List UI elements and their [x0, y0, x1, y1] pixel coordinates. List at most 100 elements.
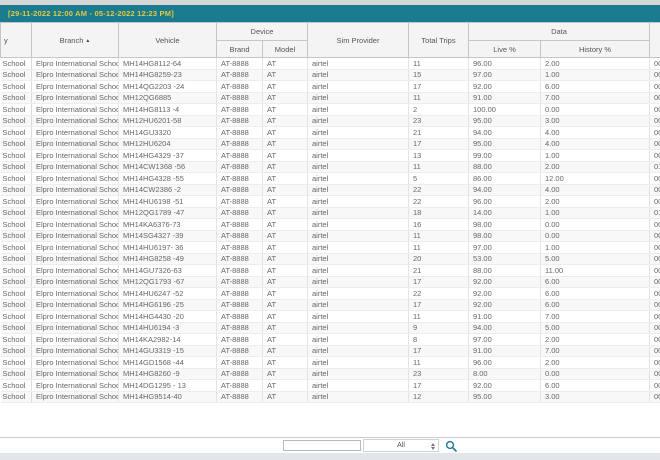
cell-vehicle: MH14HG6196 -25: [118, 299, 217, 311]
table-row: School Elpro International School MH14HG82…: [0, 69, 660, 81]
cell-trips: 22: [408, 287, 469, 300]
cell-live: 96.00: [468, 356, 541, 369]
header-total-trips[interactable]: Total Trips: [408, 22, 469, 58]
cell-branch: Elpro International School: [31, 230, 119, 242]
cell-history: 1.00: [540, 241, 650, 254]
cell-sim: airtel: [307, 345, 409, 357]
table-row: School Elpro International School MH12HU62…: [0, 138, 660, 150]
table-row: School Elpro International School MH14HU61…: [0, 322, 660, 334]
cell-branch: Elpro International School: [31, 368, 119, 380]
cell-right: 00:: [649, 356, 660, 369]
cell-left: School: [0, 310, 32, 323]
header-sim-provider[interactable]: Sim Provider: [307, 22, 409, 58]
report-table-viewport: y Branch ▲ Vehicle Device Sim Provider To…: [0, 22, 660, 437]
header-company-cut[interactable]: y: [0, 22, 32, 58]
cell-sim: airtel: [307, 195, 409, 208]
cell-vehicle: MH12HU6201-58: [118, 115, 217, 127]
cell-history: 6.00: [540, 299, 650, 311]
cell-trips: 17: [408, 299, 469, 311]
cell-history: 5.00: [540, 322, 650, 334]
header-brand[interactable]: Brand: [216, 40, 263, 58]
cell-sim: airtel: [307, 276, 409, 288]
header-history-pct[interactable]: History %: [540, 40, 650, 58]
header-model[interactable]: Model: [262, 40, 308, 58]
table-row: School Elpro International School MH14HU62…: [0, 287, 660, 300]
cell-branch: Elpro International School: [31, 391, 119, 403]
spinner-icon[interactable]: [430, 441, 436, 451]
header-branch[interactable]: Branch ▲: [31, 22, 119, 58]
table-header: y Branch ▲ Vehicle Device Sim Provider To…: [0, 22, 660, 58]
cell-left: School: [0, 218, 32, 231]
cell-right: 00:: [649, 138, 660, 150]
cell-left: School: [0, 356, 32, 369]
cell-branch: Elpro International School: [31, 207, 119, 219]
table-row: School Elpro International School MH12QG17…: [0, 276, 660, 288]
cell-brand: AT-8888: [216, 149, 263, 162]
cell-right: 00:: [649, 241, 660, 254]
cell-history: 2.00: [540, 333, 650, 346]
cell-brand: AT-8888: [216, 287, 263, 300]
table-row: School Elpro International School MH12QG68…: [0, 92, 660, 104]
cell-sim: airtel: [307, 253, 409, 265]
cell-right: 00:: [649, 368, 660, 380]
cell-trips: 21: [408, 264, 469, 277]
search-button[interactable]: [444, 439, 457, 452]
cell-trips: 22: [408, 195, 469, 208]
cell-brand: AT-8888: [216, 310, 263, 323]
cell-history: 12.00: [540, 172, 650, 185]
cell-history: 5.00: [540, 253, 650, 265]
cell-live: 96.00: [468, 57, 541, 70]
cell-branch: Elpro International School: [31, 57, 119, 70]
cell-model: AT: [262, 391, 308, 403]
report-table: y Branch ▲ Vehicle Device Sim Provider To…: [0, 22, 660, 403]
cell-branch: Elpro International School: [31, 333, 119, 346]
cell-left: School: [0, 92, 32, 104]
cell-brand: AT-8888: [216, 379, 263, 392]
cell-trips: 15: [408, 69, 469, 81]
cell-brand: AT-8888: [216, 368, 263, 380]
cell-branch: Elpro International School: [31, 264, 119, 277]
cell-right: 00:: [649, 299, 660, 311]
cell-brand: AT-8888: [216, 241, 263, 254]
filter-input[interactable]: [283, 440, 361, 451]
header-vehicle[interactable]: Vehicle: [118, 22, 217, 58]
cell-left: School: [0, 103, 32, 116]
cell-model: AT: [262, 287, 308, 300]
cell-trips: 12: [408, 391, 469, 403]
cell-brand: AT-8888: [216, 115, 263, 127]
cell-sim: airtel: [307, 310, 409, 323]
cell-brand: AT-8888: [216, 264, 263, 277]
cell-sim: airtel: [307, 207, 409, 219]
cell-trips: 22: [408, 184, 469, 196]
header-live-pct[interactable]: Live %: [468, 40, 541, 58]
cell-left: School: [0, 149, 32, 162]
cell-history: 1.00: [540, 69, 650, 81]
cell-model: AT: [262, 172, 308, 185]
cell-branch: Elpro International School: [31, 345, 119, 357]
cell-live: 94.00: [468, 126, 541, 139]
cell-live: 92.00: [468, 287, 541, 300]
cell-left: School: [0, 264, 32, 277]
cell-trips: 17: [408, 276, 469, 288]
cell-history: 0.00: [540, 230, 650, 242]
sort-asc-icon: ▲: [85, 37, 91, 44]
cell-live: 92.00: [468, 276, 541, 288]
cell-left: School: [0, 69, 32, 81]
cell-branch: Elpro International School: [31, 322, 119, 334]
cell-branch: Elpro International School: [31, 379, 119, 392]
cell-model: AT: [262, 299, 308, 311]
cell-trips: 21: [408, 126, 469, 139]
cell-live: 91.00: [468, 345, 541, 357]
table-body: School Elpro International School MH14HG81…: [0, 57, 660, 403]
cell-vehicle: MH14HG4328 -55: [118, 172, 217, 185]
search-icon: [445, 440, 457, 452]
cell-branch: Elpro International School: [31, 161, 119, 173]
cell-live: 91.00: [468, 310, 541, 323]
cell-left: School: [0, 115, 32, 127]
cell-trips: 11: [408, 57, 469, 70]
page-size-select[interactable]: All: [363, 439, 439, 452]
cell-sim: airtel: [307, 184, 409, 196]
cell-brand: AT-8888: [216, 218, 263, 231]
cell-sim: airtel: [307, 115, 409, 127]
cell-right: 00:: [649, 69, 660, 81]
